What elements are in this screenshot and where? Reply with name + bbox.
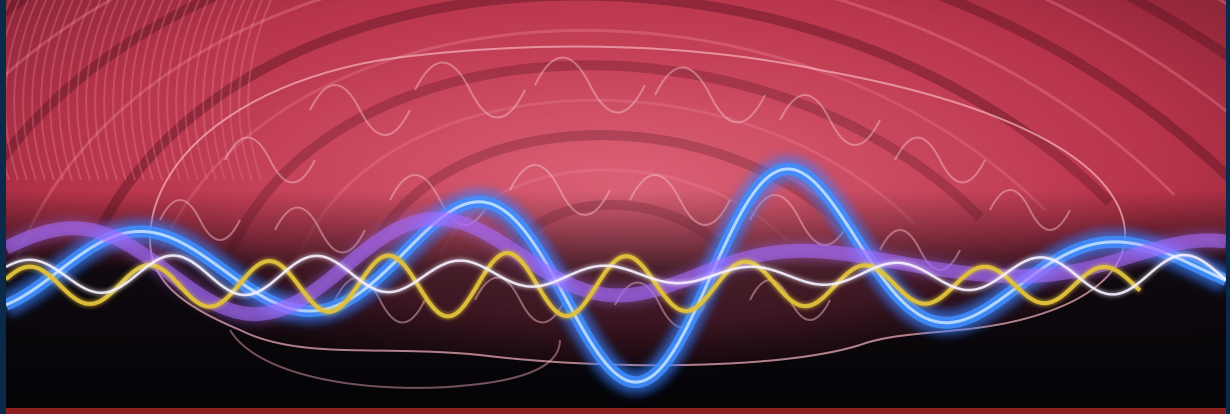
tunnel-stripe [22, 0, 47, 181]
brain-fold [654, 66, 766, 124]
tunnel-stripe [13, 0, 38, 181]
brain-fold [274, 206, 366, 254]
brain-fold [159, 199, 241, 241]
tunnel-stripe [85, 0, 110, 181]
right-frame-edge [1226, 0, 1230, 414]
tunnel-stripe [67, 0, 92, 181]
tunnel-stripe [166, 0, 191, 181]
tunnel-stripe [157, 0, 182, 181]
brain-fold [989, 189, 1071, 231]
tunnel-stripe [40, 0, 65, 181]
tunnel-ring [0, 0, 1230, 186]
tunnel-stripe [148, 0, 173, 181]
tunnel-stripe [103, 0, 128, 181]
bottom-red-strip [6, 408, 1226, 414]
tunnel-ring [67, 0, 1114, 305]
brain-fold [224, 136, 316, 184]
brain-fold [474, 276, 566, 324]
brain-fold [534, 56, 646, 114]
brain-fold [779, 94, 881, 146]
brain-fold [894, 136, 986, 184]
brainwaves [0, 155, 1230, 397]
brain-fold [334, 276, 426, 324]
yellow-wave [4, 250, 1142, 319]
tunnel-stripe [121, 0, 146, 181]
white-wave [5, 253, 1227, 297]
brain-fold [414, 61, 526, 119]
violet-wave [2, 211, 1227, 322]
tunnel-stripe [49, 0, 74, 181]
tunnel-ring [0, 0, 1176, 310]
tunnel-stripe [130, 0, 155, 181]
tunnel-stripe [112, 0, 137, 181]
tunnel-stripe [76, 0, 101, 181]
tunnel-stripe [58, 0, 83, 181]
brain-fold [509, 164, 611, 216]
brain-fold [309, 84, 411, 136]
tunnel-stripe [94, 0, 119, 181]
brain-fold [629, 174, 731, 226]
tunnel-stripe [139, 0, 164, 181]
tunnel-stripe [31, 0, 56, 181]
tunnel-ring [0, 0, 1230, 117]
left-frame-edge [0, 0, 6, 414]
